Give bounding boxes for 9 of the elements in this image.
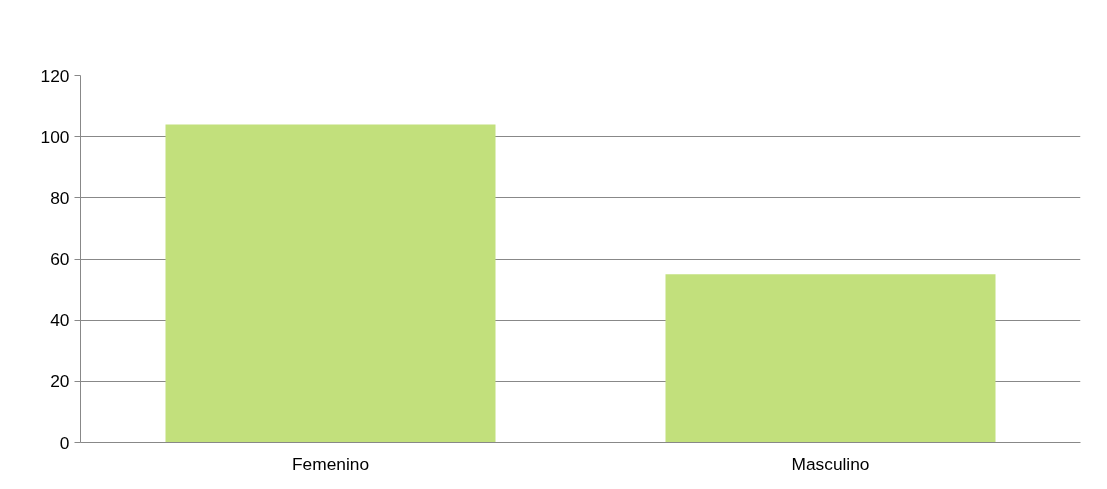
y-tick-label: 80 xyxy=(50,187,70,208)
y-tick-label: 40 xyxy=(50,310,70,331)
y-tick-label: 100 xyxy=(40,126,70,147)
x-tick-label: Femenino xyxy=(291,453,370,474)
y-tick-label: 120 xyxy=(40,65,70,86)
y-tick-label: 20 xyxy=(50,371,70,392)
y-tick-label: 0 xyxy=(59,432,70,453)
x-tick-label: Masculino xyxy=(791,453,870,474)
y-tick-label: 60 xyxy=(50,249,70,269)
